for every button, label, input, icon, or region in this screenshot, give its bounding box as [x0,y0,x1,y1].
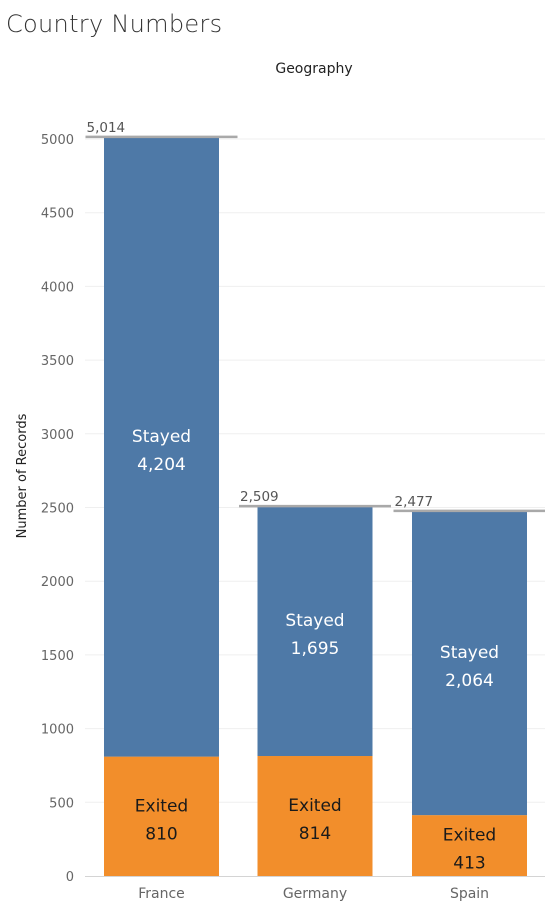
segment-label: Exited 413 [443,826,496,874]
x-axis-categories: France Germany Spain [138,886,489,902]
y-tick-label: 1000 [41,723,74,738]
y-tick-label: 2500 [41,502,74,517]
bar-stayed-germany [257,506,373,757]
total-label: 5,014 [87,120,126,136]
segment-label: Exited 814 [288,796,341,844]
y-tick-label: 0 [66,870,74,885]
bar-stayed-spain [412,510,527,816]
y-axis-ticks: 0 500 1000 1500 2000 2500 3000 3500 4000 4500 5000 [41,133,74,885]
y-tick-label: 3500 [41,354,74,369]
bar-stayed-france [104,136,219,757]
bar-exited-spain [412,815,527,876]
x-category-label: Germany [283,886,347,902]
bars: Exited 810 Stayed 4,204 Exited 814 Stayed 1,695… [104,136,527,876]
y-tick-label: 2000 [41,575,74,590]
bar-totals: 5,014 2,509 2,477 [85,120,545,513]
y-tick-label: 4000 [41,280,74,295]
y-tick-label: 5000 [41,133,74,148]
segment-label: Stayed 1,695 [285,611,344,659]
chart-title: Country Numbers [6,10,223,38]
total-label: 2,509 [240,489,279,505]
y-axis-title: Number of Records [15,413,30,538]
x-category-label: France [138,886,185,902]
column-header: Geography [275,61,352,77]
y-tick-label: 3000 [41,428,74,443]
total-label: 2,477 [395,494,434,510]
bar-exited-germany [257,756,373,876]
segment-label: Stayed 2,064 [440,643,499,691]
segment-label: Exited 810 [135,796,188,844]
y-tick-label: 500 [49,796,74,811]
x-category-label: Spain [450,886,489,902]
bar-exited-france [104,756,219,876]
y-tick-label: 1500 [41,649,74,664]
segment-label: Stayed 4,204 [132,427,191,475]
y-tick-label: 4500 [41,207,74,222]
